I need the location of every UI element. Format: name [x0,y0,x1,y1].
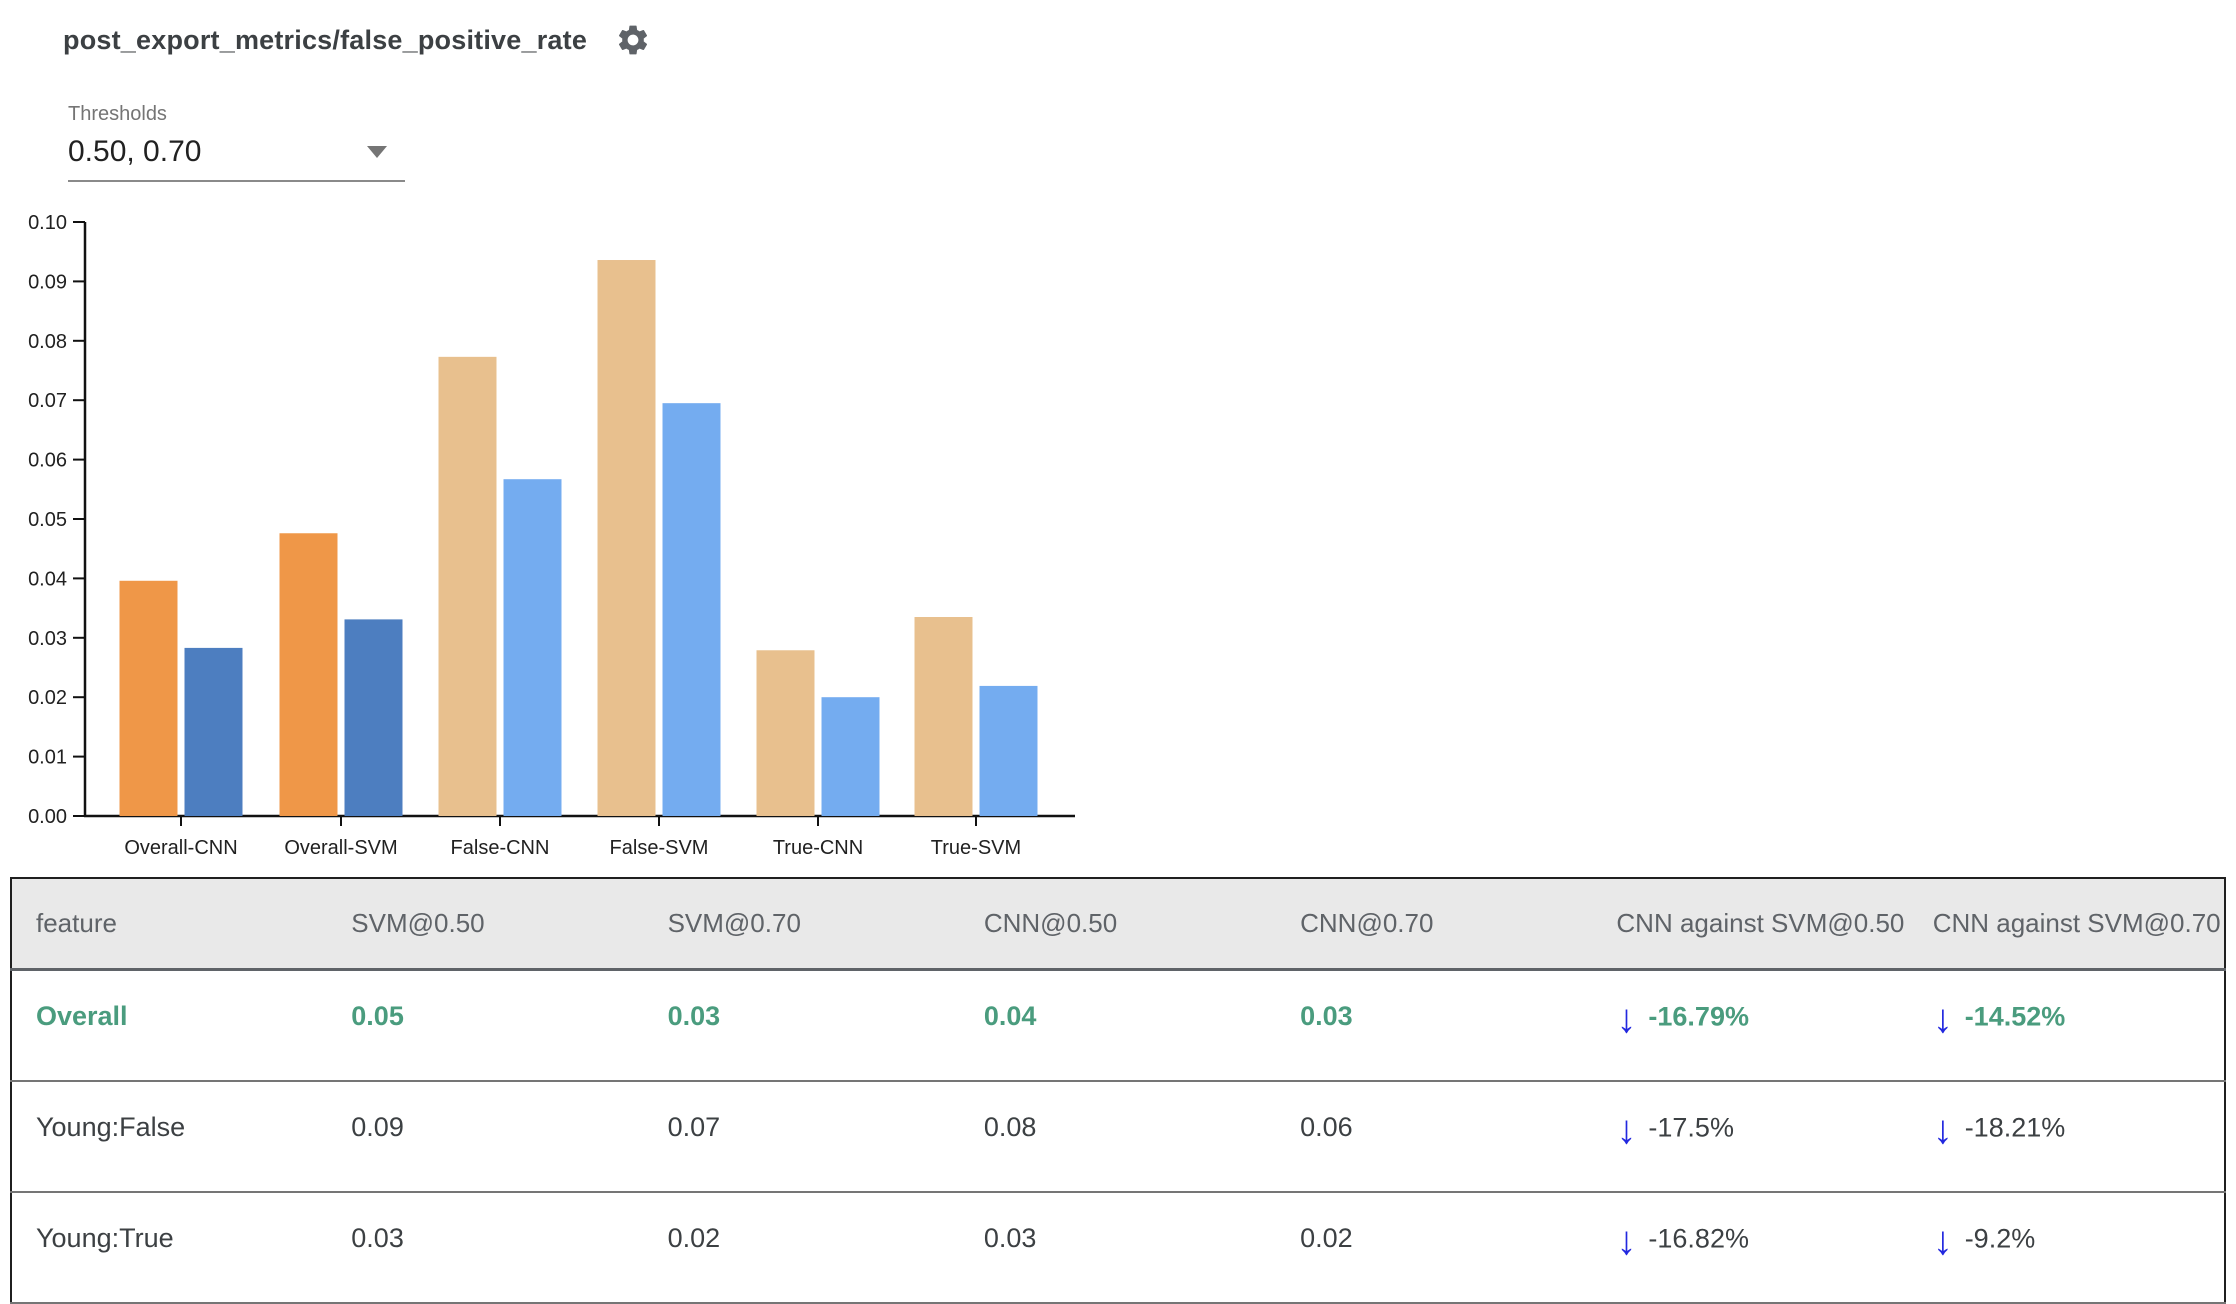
metric-title-row: post_export_metrics/false_positive_rate [63,22,651,58]
y-tick-label: 0.08 [28,331,67,353]
y-tick-label: 0.09 [28,271,67,293]
chart-bar [184,647,243,816]
chevron-down-icon [367,146,387,158]
delta-value: -9.2% [1964,1223,2036,1253]
metric-value-cell: 0.09 [327,1081,644,1193]
delta-value: -18.21% [1964,1112,2066,1142]
column-header: CNN@0.50 [959,878,1277,971]
x-axis-label: Overall-CNN [124,837,237,859]
x-axis-label: True-CNN [773,837,863,859]
metric-value-cell: 0.03 [1276,969,1593,1082]
metric-value-cell: 0.03 [643,969,960,1082]
chart-bar [821,697,880,816]
chart-bar [438,356,497,816]
thresholds-dropdown[interactable]: Thresholds 0.50, 0.70 [68,103,405,182]
feature-cell: Young:False [11,1081,328,1193]
delta-cell: ↓ -9.2% [1908,1192,2225,1304]
metric-value-cell: 0.02 [1276,1192,1593,1304]
arrow-down-icon: ↓ [1616,1218,1637,1263]
x-axis-label: False-SVM [610,837,709,859]
table-row: Young:False 0.09 0.07 0.08 0.06 ↓ -17.5% ↓ -18.2… [11,1081,2225,1193]
arrow-down-icon: ↓ [1932,996,1953,1041]
y-tick-label: 0.04 [28,568,67,590]
feature-cell: Overall [11,969,328,1082]
table-row: Young:True 0.03 0.02 0.03 0.02 ↓ -16.82% ↓ -9.2% [11,1192,2225,1304]
column-header: SVM@0.70 [643,878,960,971]
y-tick-label: 0.05 [28,509,67,531]
x-axis-label: Overall-SVM [284,837,397,859]
y-tick-label: 0.06 [28,450,67,472]
delta-value: -17.5% [1648,1112,1734,1142]
column-header: CNN against SVM@0.50 [1592,878,1909,971]
metric-value-cell: 0.02 [643,1192,960,1304]
metric-value-cell: 0.04 [959,969,1277,1082]
metrics-table: feature SVM@0.50 SVM@0.70 CNN@0.50 CNN@0.70 C… [10,877,2226,1304]
y-tick-label: 0.03 [28,628,67,650]
delta-cell: ↓ -18.21% [1908,1081,2225,1193]
metric-value-cell: 0.06 [1276,1081,1593,1193]
y-tick-label: 0.07 [28,390,67,412]
page-title: post_export_metrics/false_positive_rate [63,24,588,55]
chart-bar [279,533,338,816]
x-axis-label: True-SVM [931,837,1021,859]
delta-value: -16.79% [1648,1001,1749,1031]
y-tick-label: 0.10 [28,212,67,234]
column-header: CNN@0.70 [1276,878,1593,971]
table-header-row: feature SVM@0.50 SVM@0.70 CNN@0.50 CNN@0.70 C… [11,878,2225,971]
column-header: SVM@0.50 [327,878,644,971]
y-tick-label: 0.00 [28,806,67,828]
chart-bar [503,479,562,816]
chart-bar [914,617,973,816]
arrow-down-icon: ↓ [1616,1107,1637,1152]
arrow-down-icon: ↓ [1932,1218,1953,1263]
chart-bar [756,650,815,816]
thresholds-value: 0.50, 0.70 [68,135,202,168]
feature-cell: Young:True [11,1192,328,1304]
y-tick-label: 0.01 [28,747,67,769]
chart-bar [119,580,178,816]
column-header: feature [11,878,328,971]
metric-value-cell: 0.08 [959,1081,1277,1193]
chart-bar [344,619,403,816]
delta-cell: ↓ -16.79% [1592,969,1909,1082]
thresholds-label: Thresholds [68,103,167,125]
delta-cell: ↓ -17.5% [1592,1081,1909,1193]
chart-bar [979,685,1038,816]
column-header: CNN against SVM@0.70 [1908,878,2225,971]
delta-cell: ↓ -16.82% [1592,1192,1909,1304]
metric-value-cell: 0.03 [327,1192,644,1304]
x-axis-label: False-CNN [451,837,550,859]
bar-chart: 0.00 0.01 0.02 0.03 0.04 0.05 0.06 0.07 0.08 0.09… [28,212,1075,859]
y-tick-label: 0.02 [28,687,67,709]
delta-cell: ↓ -14.52% [1908,969,2225,1082]
arrow-down-icon: ↓ [1932,1107,1953,1152]
table-row: Overall 0.05 0.03 0.04 0.03 ↓ -16.79% ↓ -14.52% [11,969,2225,1082]
delta-value: -16.82% [1648,1223,1749,1253]
metric-value-cell: 0.07 [643,1081,960,1193]
metric-value-cell: 0.03 [959,1192,1277,1304]
chart-bar [662,403,721,816]
metrics-table-body: Overall 0.05 0.03 0.04 0.03 ↓ -16.79% ↓ -14.52% Y… [11,969,2225,1304]
gear-icon[interactable] [615,22,651,58]
delta-value: -14.52% [1964,1001,2066,1031]
metric-value-cell: 0.05 [327,969,644,1082]
chart-bar [597,260,656,816]
arrow-down-icon: ↓ [1616,996,1637,1041]
